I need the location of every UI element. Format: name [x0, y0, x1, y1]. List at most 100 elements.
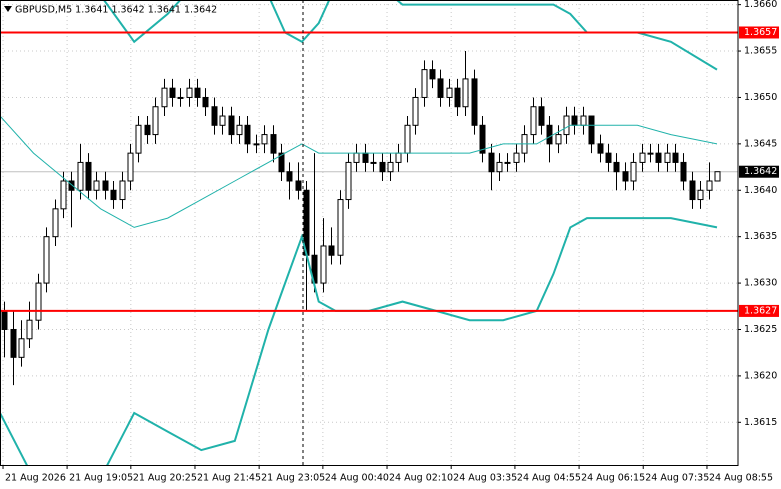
- price-label: 1.3627: [744, 305, 777, 316]
- x-tick-label: 21 Aug 23:05: [261, 473, 325, 484]
- x-tick-label: 21 Aug 21:45: [197, 473, 261, 484]
- candle-body: [52, 208, 59, 238]
- candle-body: [261, 134, 268, 145]
- candle-body: [546, 124, 553, 145]
- candle-body: [462, 78, 469, 108]
- x-tick-label: 21 Aug 20:25: [133, 473, 197, 484]
- candle-body: [429, 69, 436, 80]
- candle-body: [563, 115, 570, 136]
- candle-body: [278, 152, 285, 173]
- candle-body: [454, 87, 461, 108]
- candle-body: [571, 115, 578, 126]
- candle-body: [337, 199, 344, 256]
- candle-body: [152, 106, 159, 136]
- candle-body: [580, 115, 587, 126]
- last-price-label: 1.3642: [744, 166, 777, 177]
- candle-body: [680, 161, 687, 182]
- candle-body: [328, 245, 335, 256]
- candle-body: [530, 106, 537, 136]
- candle-body: [144, 124, 151, 136]
- x-tick-label: 24 Aug 04:55: [517, 473, 581, 484]
- y-tick-label: 1.3645: [744, 138, 777, 149]
- candle-body: [244, 124, 251, 145]
- candle-body: [295, 180, 302, 191]
- plot-area: [0, 0, 738, 465]
- candle-body: [186, 87, 193, 98]
- candle-body: [588, 115, 595, 145]
- candle-body: [211, 106, 218, 126]
- candle-body: [135, 124, 142, 154]
- candle-body: [504, 161, 511, 164]
- candle-body: [194, 87, 201, 98]
- candle-body: [538, 106, 545, 126]
- candle-body: [630, 161, 637, 182]
- candle-body: [664, 152, 671, 163]
- candle-body: [597, 143, 604, 154]
- candle-body: [353, 152, 360, 163]
- candle-body: [219, 115, 226, 126]
- candle-body: [253, 143, 260, 146]
- candle-body: [706, 180, 713, 191]
- y-tick-label: 1.3615: [744, 417, 777, 428]
- y-tick-label: 1.3635: [744, 231, 777, 242]
- candle-body: [202, 96, 209, 108]
- grid: [0, 0, 738, 465]
- y-tick-label: 1.3640: [744, 185, 777, 196]
- candle-body: [110, 189, 117, 201]
- candle-body: [404, 124, 411, 154]
- y-tick-label: 1.3660: [744, 0, 777, 10]
- candle-body: [10, 328, 17, 358]
- candle-body: [270, 134, 277, 154]
- frame: [0, 0, 739, 466]
- candle-body: [18, 338, 25, 358]
- candle-body: [60, 180, 67, 210]
- candle-body: [605, 152, 612, 163]
- candle-body: [236, 124, 243, 136]
- candle-body: [655, 152, 662, 163]
- y-tick-label: 1.3620: [744, 370, 777, 381]
- candle-body: [379, 161, 386, 173]
- candle-body: [672, 152, 679, 163]
- y-tick-label: 1.3650: [744, 92, 777, 103]
- candle-body: [479, 124, 486, 154]
- candle-body: [714, 171, 721, 182]
- candle-body: [697, 189, 704, 201]
- x-tick-label: 24 Aug 00:40: [325, 473, 389, 484]
- candle-body: [689, 180, 696, 201]
- candle-body: [43, 236, 50, 284]
- candle-body: [513, 152, 520, 163]
- candle-body: [177, 96, 184, 99]
- y-tick-label: 1.3625: [744, 324, 777, 335]
- candle-body: [446, 87, 453, 98]
- band-line: [0, 115, 718, 228]
- candle-body: [1, 310, 8, 330]
- candle-body: [362, 152, 369, 163]
- candle-body: [622, 171, 629, 182]
- candle-body: [412, 96, 419, 126]
- candle-body: [26, 319, 33, 340]
- y-tick-label: 1.3630: [744, 278, 777, 289]
- candle-body: [85, 161, 92, 191]
- candle-body: [127, 152, 134, 182]
- candle-body: [387, 161, 394, 173]
- candle-body: [613, 161, 620, 173]
- price-label: 1.3657: [744, 27, 777, 38]
- candle-body: [35, 282, 42, 321]
- candle-body: [345, 161, 352, 201]
- candle-body: [647, 152, 654, 155]
- candle-body: [496, 161, 503, 173]
- symbol-icon: [4, 6, 12, 12]
- price-label-box: [739, 26, 779, 39]
- candle-body: [93, 180, 100, 191]
- candle-body: [555, 134, 562, 145]
- x-tick-label: 24 Aug 08:55: [709, 473, 773, 484]
- candle-body: [77, 161, 84, 191]
- price-label-box: [739, 165, 779, 178]
- candle-body: [286, 171, 293, 182]
- candle-body: [102, 180, 109, 191]
- candle-body: [169, 87, 176, 98]
